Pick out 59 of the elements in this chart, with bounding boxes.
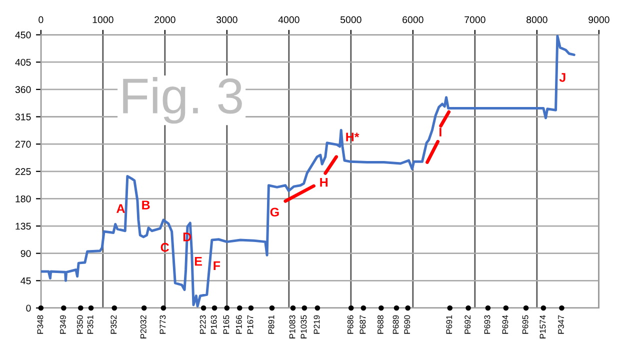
y-tick-label: 270	[15, 140, 31, 148]
annotation: J	[559, 73, 566, 82]
data-label: P691	[446, 315, 452, 334]
data-label: P219	[314, 315, 320, 334]
annotation: Fig. 3	[123, 77, 242, 124]
annotation: F	[214, 261, 220, 270]
data-label: P167	[247, 315, 254, 334]
data-label: P349	[60, 315, 66, 334]
data-label: P694	[502, 315, 508, 334]
data-label: P347	[558, 315, 564, 334]
y-tick-label: 0	[26, 304, 31, 312]
data-label: P350	[77, 315, 83, 334]
x-tick-label: 3000	[216, 16, 238, 24]
data-label: P688	[378, 315, 384, 334]
data-label: P773	[160, 315, 166, 334]
x-tick-label: 7000	[464, 16, 486, 24]
data-label: P1574	[540, 315, 546, 338]
y-tick-label: 90	[20, 250, 31, 257]
x-tick-label: 0	[38, 16, 44, 24]
y-tick-label: 45	[20, 277, 31, 284]
x-tick-label: 8000	[526, 16, 548, 24]
y-tick-label: 450	[15, 32, 31, 38]
y-tick-label: 225	[15, 168, 31, 176]
x-tick-label: 1000	[92, 16, 114, 24]
data-label: P352	[110, 315, 117, 334]
y-tick-label: 315	[15, 113, 31, 120]
annotation: I	[440, 128, 442, 136]
x-tick-label: 6000	[402, 16, 424, 24]
annotation: A	[116, 204, 125, 213]
x-tick-label: 2000	[154, 16, 176, 24]
x-tick-label: 4000	[278, 16, 300, 24]
data-label: P351	[87, 315, 94, 334]
data-label: P1083	[289, 315, 296, 338]
annotation: H	[320, 178, 328, 187]
data-label: P686	[347, 315, 354, 334]
data-label: P223	[200, 315, 206, 334]
data-label: P695	[522, 315, 528, 334]
annotation: G	[270, 208, 279, 217]
data-label: P692	[464, 315, 471, 334]
data-label: P2032	[140, 315, 146, 338]
x-tick-label: 9000	[588, 16, 610, 24]
data-label: P348	[37, 315, 44, 334]
annotation: B	[142, 200, 150, 210]
data-label: P163	[210, 315, 217, 334]
y-tick-label: 360	[15, 86, 31, 94]
y-tick-label: 405	[15, 58, 31, 66]
data-label: P689	[392, 315, 399, 334]
data-label: P687	[360, 315, 366, 334]
data-label: P891	[268, 315, 274, 334]
data-label: P1035	[300, 315, 307, 338]
y-tick-label: 180	[16, 195, 31, 202]
y-tick-label: 135	[16, 222, 31, 230]
x-tick-label: 5000	[340, 16, 362, 24]
annotation: E	[194, 256, 202, 266]
data-label: P165	[223, 315, 230, 334]
annotation: D	[183, 232, 192, 242]
data-label: P166	[236, 315, 242, 334]
data-label: P693	[484, 315, 490, 334]
data-label: P690	[404, 315, 410, 334]
